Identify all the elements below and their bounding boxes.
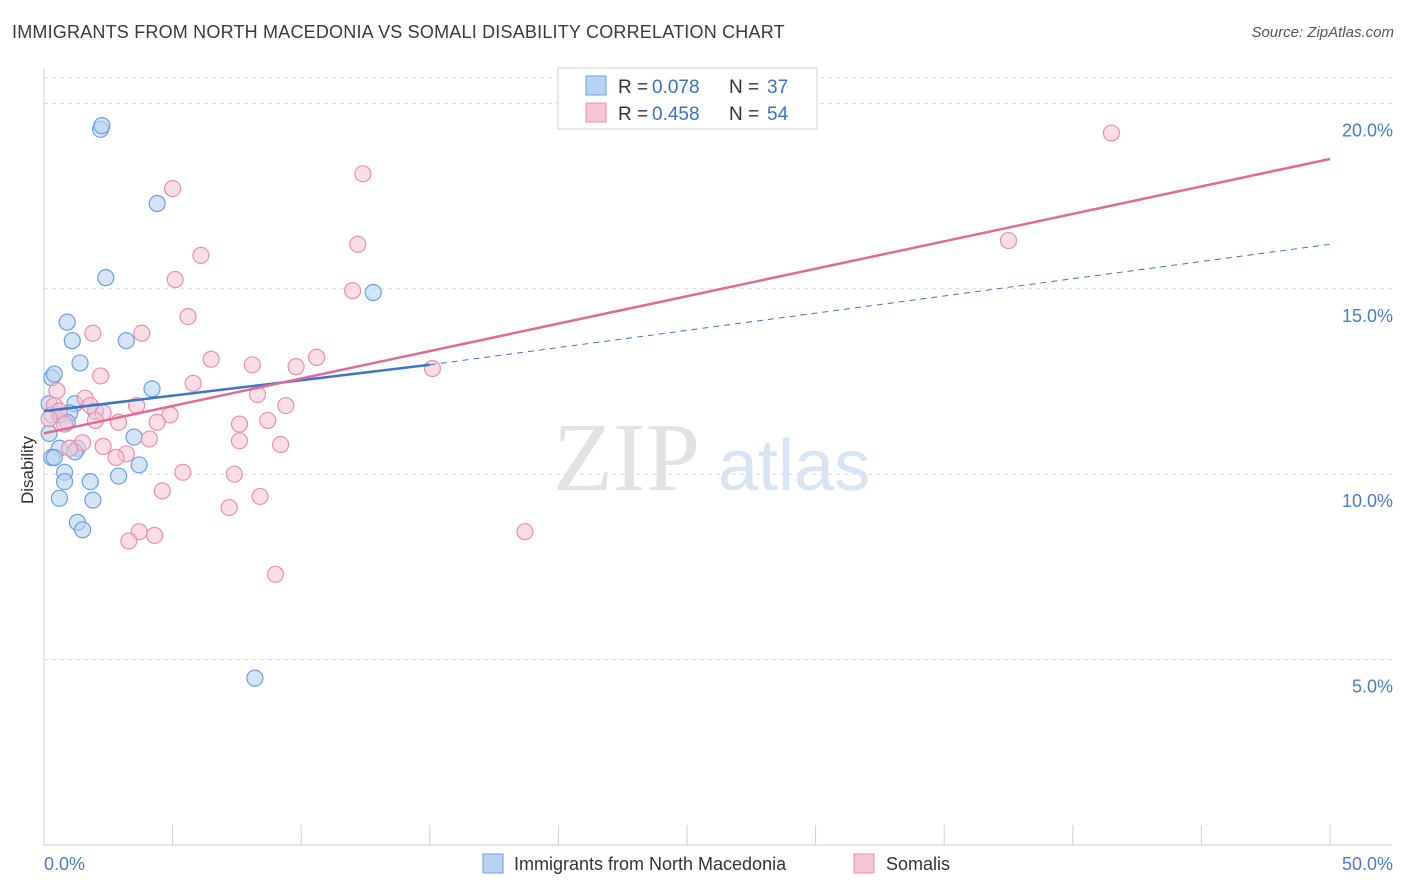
somali-point-3 <box>999 231 1018 250</box>
somali-point-45 <box>153 482 171 500</box>
somali-point-16 <box>91 367 110 385</box>
x-tick-label-0: 0.0% <box>44 854 85 874</box>
legend-r-label-pink: R = <box>618 104 648 125</box>
somali-point-10 <box>133 324 151 342</box>
axes: 5.0% 10.0% 15.0% 20.0% 0.0% 50.0% <box>43 68 1393 874</box>
macedonia-point-7 <box>117 332 135 350</box>
y-tick-label-5: 5.0% <box>1352 677 1393 697</box>
trend-lines <box>43 157 1331 435</box>
stats-legend: R = 0.078 N = 37 R = 0.458 N = 54 <box>557 67 818 130</box>
somali-point-47 <box>220 498 238 517</box>
y-tick-label-15: 15.0% <box>1342 306 1393 326</box>
data-points <box>40 117 1120 687</box>
macedonia-point-20 <box>125 428 143 446</box>
somali-point-7 <box>344 282 362 300</box>
somali-point-15 <box>423 359 441 378</box>
legend-n-label-pink: N = <box>729 104 759 125</box>
macedonia-point-3 <box>97 269 115 287</box>
watermark: ZIP atlas <box>553 404 870 512</box>
x-tick-label-50: 50.0% <box>1342 854 1393 874</box>
somali-point-51 <box>120 532 138 550</box>
macedonia-point-31 <box>50 489 69 507</box>
somali-point-32 <box>259 411 277 430</box>
macedonia-point-6 <box>63 332 81 350</box>
legend-r-value-pink: 0.458 <box>652 104 700 125</box>
somali-point-28 <box>40 409 58 428</box>
legend-n-value-pink: 54 <box>767 104 789 125</box>
macedonia-point-1 <box>93 117 111 135</box>
series-legend-label-blue: Immigrants from North Macedonia <box>514 854 787 874</box>
somali-trend-line <box>43 157 1331 435</box>
somali-point-2 <box>164 180 182 198</box>
somali-point-50 <box>145 526 164 544</box>
macedonia-point-8 <box>71 354 89 372</box>
y-tick-label-20: 20.0% <box>1342 120 1393 140</box>
somali-point-4 <box>349 235 367 253</box>
somali-point-18 <box>48 382 66 400</box>
source-label: Source: ZipAtlas.com <box>1251 24 1394 41</box>
macedonia-point-25 <box>45 448 63 467</box>
somali-point-36 <box>230 432 249 450</box>
macedonia-trend-line <box>43 363 430 413</box>
macedonia-point-32 <box>84 491 102 509</box>
watermark-atlas: atlas <box>718 426 870 506</box>
somali-point-48 <box>516 523 534 541</box>
macedonia-point-10 <box>45 365 63 383</box>
legend-r-value-blue: 0.078 <box>652 77 700 98</box>
somali-point-46 <box>251 487 269 506</box>
macedonia-point-34 <box>73 521 92 539</box>
macedonia-point-4 <box>364 283 382 302</box>
macedonia-point-11 <box>143 380 161 398</box>
macedonia-point-28 <box>109 467 128 485</box>
somali-point-39 <box>94 437 112 455</box>
somali-point-17 <box>184 374 202 392</box>
somali-point-13 <box>243 356 261 374</box>
somali-point-5 <box>192 246 210 265</box>
series-legend-label-pink: Somalis <box>886 854 950 874</box>
y-axis-title: Disability <box>18 435 37 504</box>
somali-point-42 <box>107 448 125 467</box>
legend-swatch-blue <box>585 75 607 96</box>
somali-point-52 <box>266 565 285 583</box>
chart-title: IMMIGRANTS FROM NORTH MACEDONIA VS SOMAL… <box>12 22 785 42</box>
somali-point-35 <box>140 430 159 448</box>
somali-point-43 <box>174 463 192 481</box>
legend-swatch-pink <box>585 102 607 123</box>
somali-point-31 <box>230 415 249 433</box>
macedonia-point-26 <box>130 456 148 474</box>
macedonia-point-30 <box>81 473 99 491</box>
somali-point-9 <box>84 324 102 342</box>
somali-point-8 <box>179 307 197 326</box>
legend-n-label-blue: N = <box>729 77 759 98</box>
macedonia-point-2 <box>148 194 166 213</box>
macedonia-point-35 <box>246 669 264 687</box>
macedonia-point-5 <box>58 313 76 331</box>
somali-point-30 <box>148 413 166 431</box>
somali-point-14 <box>287 358 305 376</box>
macedonia-point-29 <box>55 473 74 491</box>
watermark-zip: ZIP <box>553 404 700 512</box>
somali-point-37 <box>272 435 290 454</box>
somali-point-1 <box>354 165 372 183</box>
y-tick-label-10: 10.0% <box>1342 491 1393 511</box>
somali-point-6 <box>166 270 184 289</box>
somali-point-12 <box>202 350 220 368</box>
somali-point-40 <box>61 439 79 457</box>
macedonia-trend-extension <box>429 243 1331 366</box>
somali-point-11 <box>308 348 326 366</box>
legend-n-value-blue: 37 <box>767 77 788 98</box>
series-legend-swatch-pink <box>853 853 875 874</box>
legend-r-label-blue: R = <box>618 77 648 98</box>
series-legend-swatch-blue <box>482 853 504 874</box>
somali-point-44 <box>225 465 243 483</box>
somali-point-24 <box>277 396 295 415</box>
somali-point-0 <box>1102 124 1120 142</box>
series-legend: Immigrants from North Macedonia Somalis <box>482 853 950 874</box>
